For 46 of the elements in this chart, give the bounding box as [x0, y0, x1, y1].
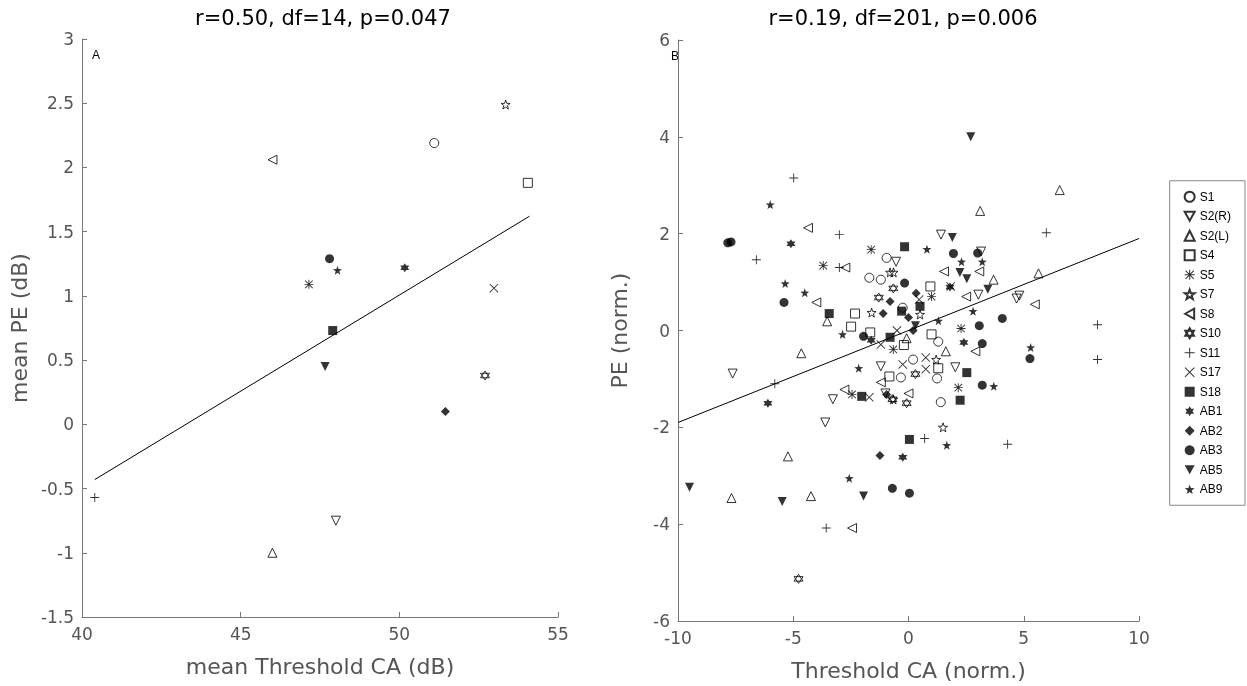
legend-label: AB2 [1199, 423, 1223, 438]
y-tick-label: -4 [653, 514, 670, 535]
x-tick-label: 0 [903, 627, 914, 648]
legend-label: S4 [1199, 248, 1215, 263]
legend-label: S17 [1199, 365, 1222, 380]
y-tick-label: 2 [63, 157, 75, 178]
y-tick-label: -0.5 [40, 478, 75, 499]
y-tick-label: 6 [659, 30, 670, 50]
annotation: A [92, 48, 101, 62]
legend-label: S7 [1199, 287, 1215, 302]
legend-label: S2(L) [1199, 228, 1230, 243]
y-tick-label: 1 [63, 285, 75, 306]
legend-label: AB9 [1199, 482, 1223, 497]
x-tick-label: 45 [229, 623, 252, 644]
legend-label: S1 [1199, 189, 1215, 204]
legend-label: S5 [1199, 267, 1215, 282]
x-tick-label: 10 [1128, 627, 1150, 648]
x-tick-label: 5 [1018, 627, 1030, 648]
x-axis-title: Threshold CA (norm.) [790, 657, 1026, 683]
chart-title: r=0.50, df=14, p=0.047 [195, 5, 451, 30]
y-tick-label: 2 [659, 223, 670, 244]
annotation: B [671, 49, 680, 63]
y-tick-label: 3 [63, 29, 75, 49]
legend-label: S8 [1199, 306, 1215, 321]
y-tick-label: -2 [653, 417, 670, 438]
y-tick-label: 0 [63, 414, 75, 435]
x-axis-title: mean Threshold CA (dB) [185, 653, 455, 679]
x-tick-label: -5 [784, 627, 802, 648]
x-tick-label: 50 [388, 623, 411, 644]
legend-label: AB5 [1199, 462, 1223, 477]
legend-label: S11 [1199, 345, 1221, 360]
y-tick-label: 0 [659, 320, 670, 341]
y-tick-label: -1 [57, 542, 75, 563]
chart-title: r=0.19, df=201, p=0.006 [768, 5, 1038, 30]
y-axis-title: PE (norm.) [606, 272, 632, 389]
legend-label: S10 [1199, 326, 1222, 341]
y-tick-label: 1.5 [47, 221, 75, 242]
y-axis-title: mean PE (dB) [6, 253, 32, 403]
y-tick-label: 4 [659, 126, 670, 147]
legend-label: AB1 [1199, 404, 1223, 419]
legend-label: AB3 [1199, 443, 1223, 458]
y-tick-label: 2.5 [47, 93, 75, 114]
legend-label: S18 [1199, 384, 1222, 399]
y-tick-label: 0.5 [47, 350, 75, 371]
x-tick-label: 55 [547, 623, 569, 644]
legend-label: S2(R) [1199, 209, 1232, 224]
